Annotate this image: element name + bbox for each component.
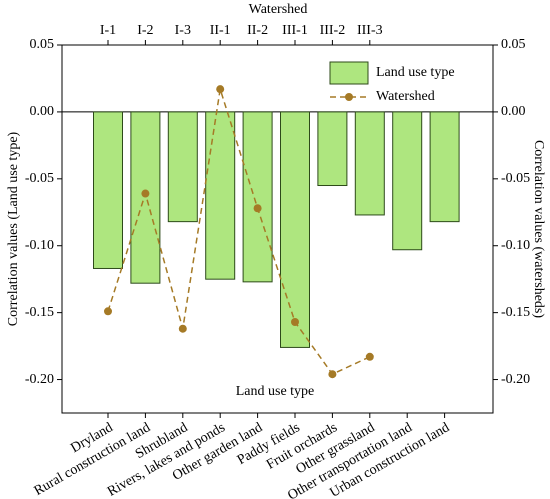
watershed-marker	[291, 318, 299, 327]
watershed-marker	[253, 204, 262, 213]
watershed-marker	[216, 85, 225, 94]
x2-tick-label: III-1	[282, 23, 308, 38]
bar	[130, 111, 161, 284]
bar	[354, 111, 385, 216]
y2-tick-label: -0.20	[501, 372, 530, 387]
y2-tick-label: -0.10	[501, 238, 530, 253]
y-tick-label: -0.10	[25, 238, 54, 253]
y-tick-label: -0.15	[25, 305, 54, 320]
y2-tick-label: -0.05	[501, 171, 530, 186]
watershed-marker	[328, 370, 337, 379]
x2-tick-label: II-1	[210, 23, 231, 38]
y2-tick-label: -0.15	[501, 305, 530, 320]
watershed-marker	[178, 324, 187, 333]
x2-tick-label: III-2	[320, 23, 346, 38]
legend-swatch	[329, 61, 369, 85]
bar	[317, 111, 348, 187]
watershed-marker	[104, 307, 112, 316]
x2-tick-label: I-1	[100, 23, 116, 38]
bar	[205, 111, 236, 280]
legend-marker	[345, 93, 353, 101]
watershed-marker	[365, 352, 374, 361]
x2-tick-label: I-2	[137, 23, 153, 38]
watershed-line	[107, 88, 371, 376]
y2-tick-label: 0.05	[501, 37, 526, 52]
x2-tick-label: I-3	[175, 23, 191, 38]
bar	[242, 111, 273, 283]
annotation: Land use type	[236, 384, 315, 399]
plot-frame	[61, 44, 494, 414]
legend-label: Watershed	[376, 89, 435, 104]
y-tick-label: -0.05	[25, 171, 54, 186]
x2-tick-label: III-3	[357, 23, 383, 38]
y-tick-label: 0.00	[30, 104, 55, 119]
y-axis-label: Correlation values (Land use type)	[6, 131, 21, 326]
y-tick-label: -0.20	[25, 372, 54, 387]
bar	[93, 111, 123, 269]
watershed-marker	[141, 189, 150, 198]
bar	[429, 111, 460, 223]
bar	[280, 111, 310, 348]
legend-label: Land use type	[376, 65, 455, 80]
y2-axis-label: Correlation values (watersheds)	[531, 140, 546, 318]
x2-tick-label: II-2	[247, 23, 268, 38]
y2-tick-label: 0.00	[501, 104, 526, 119]
bar	[392, 111, 423, 251]
bar	[167, 111, 198, 223]
y-tick-label: 0.05	[30, 37, 55, 52]
top-axis-title: Watershed	[249, 2, 308, 17]
